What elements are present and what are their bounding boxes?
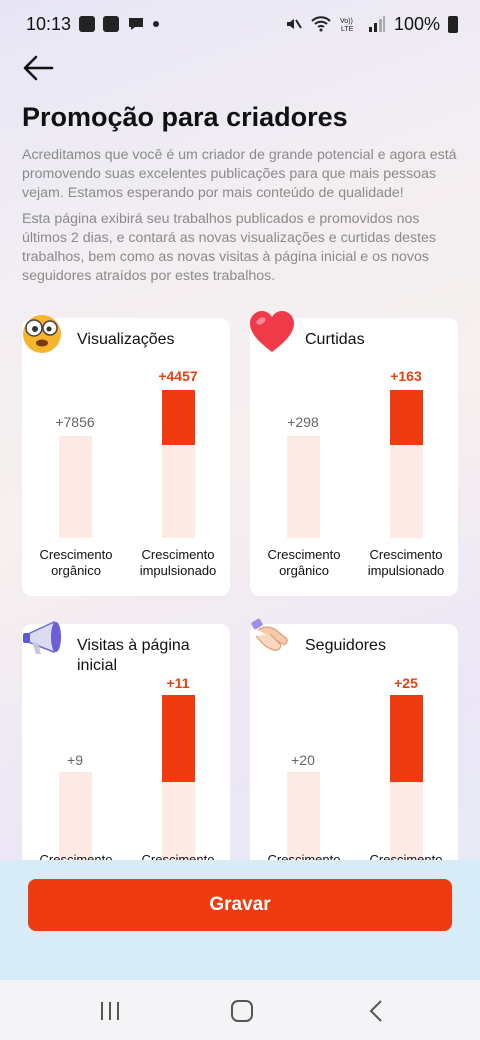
boost-value: +11 (166, 675, 190, 691)
heart-icon (250, 311, 294, 352)
card-visitas: Visitas à página inicial +9 +11 Crescime… (22, 620, 230, 860)
organic-bar (59, 436, 92, 538)
system-navbar (0, 980, 480, 1040)
boost-bar-fill (162, 390, 195, 445)
organic-bar (59, 772, 92, 860)
megaphone-icon (23, 620, 61, 654)
mute-icon (286, 19, 302, 29)
organic-value: +20 (291, 752, 315, 768)
organic-bar (287, 436, 320, 538)
boost-label: Crescimento impulsionado (367, 547, 445, 578)
boost-label: Crescimento impulsionado (141, 852, 215, 860)
scroll-content[interactable]: Promoção para criadores Acreditamos que … (0, 0, 480, 860)
back-arrow-icon[interactable] (20, 50, 60, 86)
boost-value: +4457 (158, 368, 198, 384)
card-title: Visualizações (77, 331, 175, 348)
card-title: Curtidas (305, 331, 365, 348)
card-seguidores: Seguidores +20 +25 Crescimento orgânico … (250, 618, 458, 860)
boost-bar-fill (162, 695, 195, 782)
organic-value: +9 (67, 752, 83, 768)
card-title: Seguidores (305, 637, 386, 654)
boost-bar-fill (390, 695, 423, 782)
handshake-icon (251, 618, 288, 651)
chat-icon (129, 18, 144, 30)
page-title: Promoção para criadores (22, 102, 348, 132)
boost-value: +25 (394, 675, 418, 691)
wifi-icon (311, 16, 331, 32)
home-icon[interactable] (227, 996, 257, 1026)
svg-text:LTE: LTE (341, 26, 354, 33)
dot-icon (153, 21, 160, 27)
organic-bar (287, 772, 320, 860)
volte-icon: Vo))LTE (340, 18, 354, 33)
boost-bar-fill (390, 390, 423, 445)
card-curtidas: Curtidas +298 +163 Crescimento orgânico … (250, 311, 458, 596)
recent-apps-icon[interactable] (95, 996, 125, 1026)
organic-value: +298 (287, 414, 319, 430)
organic-label: Crescimento orgânico (39, 547, 113, 578)
record-button[interactable]: Gravar (28, 879, 452, 931)
card-visualizacoes: Visualizações +7856 +4457 Crescimento or… (22, 315, 230, 596)
nav-back-icon[interactable] (362, 996, 392, 1026)
card-title: Visitas à página inicial (77, 637, 190, 674)
description-details: Esta página exibirá seu trabalhos public… (22, 211, 437, 284)
organic-label: Crescimento orgânico (267, 547, 341, 578)
boost-label: Crescimento impulsionado (139, 547, 217, 578)
battery-icon (448, 15, 458, 33)
signal-icon (368, 16, 385, 32)
description-intro: Acreditamos que você é um criador de gra… (22, 147, 457, 201)
status-time: 10:13 (26, 13, 72, 34)
organic-value: +7856 (55, 414, 95, 430)
battery-percent: 100% (393, 13, 440, 34)
boost-label: Crescimento impulsionado (369, 852, 443, 860)
organic-label: Crescimento orgânico (267, 852, 341, 860)
check-icon (103, 16, 120, 32)
shocked-face-icon (23, 315, 61, 353)
boost-value: +163 (390, 368, 422, 384)
svg-text:Vo)): Vo)) (340, 18, 353, 25)
image-icon (79, 16, 96, 32)
organic-label: Crescimento orgânico (39, 852, 113, 860)
status-bar: 10:13 Vo)) LTE 100% (0, 0, 480, 48)
